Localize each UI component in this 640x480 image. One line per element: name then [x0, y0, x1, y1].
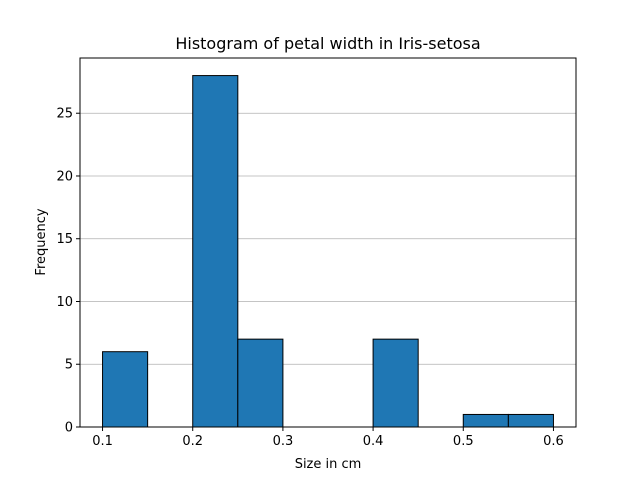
x-tick-label: 0.3 — [273, 434, 294, 449]
x-tick-label: 0.2 — [182, 434, 203, 449]
y-tick-label: 25 — [56, 107, 73, 122]
x-axis-ticks: 0.1 0.2 0.3 0.4 0.5 0.6 — [92, 427, 564, 449]
x-tick-label: 0.4 — [363, 434, 384, 449]
y-tick-label: 10 — [56, 295, 73, 310]
plot-frame — [79, 57, 577, 428]
y-tick-label: 0 — [65, 421, 73, 436]
x-axis-label: Size in cm — [295, 457, 362, 472]
histogram-bar — [372, 338, 419, 428]
y-tick-label: 5 — [65, 358, 73, 373]
chart-title: Histogram of petal width in Iris-setosa — [175, 34, 480, 53]
histogram-bar — [192, 75, 239, 428]
x-tick-label: 0.5 — [453, 434, 474, 449]
y-tick-label: 20 — [56, 169, 73, 184]
histogram-bar — [237, 338, 284, 428]
y-axis-ticks: 0 5 10 15 20 25 — [56, 107, 80, 436]
bars — [102, 75, 554, 428]
y-tick-label: 15 — [56, 232, 73, 247]
x-tick-label: 0.1 — [92, 434, 113, 449]
x-tick-label: 0.6 — [543, 434, 564, 449]
grid-lines — [80, 112, 576, 365]
histogram-bar — [462, 413, 509, 428]
histogram-bar — [507, 413, 554, 428]
y-axis-label: Frequency — [34, 208, 49, 275]
histogram-bar — [102, 351, 149, 428]
